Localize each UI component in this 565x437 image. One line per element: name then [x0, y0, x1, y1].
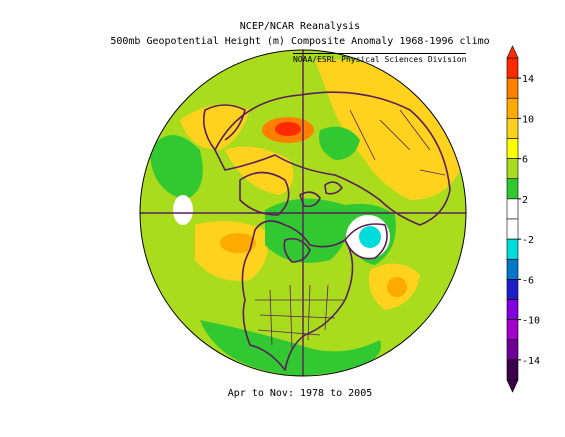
colorbar-bin	[506, 118, 519, 139]
colorbar-bin	[506, 178, 519, 200]
figure-title: NCEP/NCAR Reanalysis	[239, 21, 361, 32]
colorbar-bin	[506, 299, 519, 320]
coastlines	[202, 91, 451, 371]
colorbar-tick-label: 10	[522, 114, 534, 125]
colorbar-bin	[506, 97, 519, 119]
colorbar-bin	[506, 158, 519, 180]
colorbar-bin	[506, 339, 519, 361]
anomaly-region-green	[319, 126, 360, 160]
graticule	[140, 50, 466, 376]
coast-arctic-islands	[299, 181, 343, 208]
colorbar-bin	[506, 238, 519, 260]
colorbar-bin	[506, 319, 519, 341]
colorbar-bin	[506, 77, 519, 99]
colorbar-bin	[506, 57, 519, 79]
coast-greenland	[239, 171, 290, 216]
map-outline	[139, 49, 467, 377]
anomaly-min-cyan	[359, 226, 381, 248]
colorbar-tick-label: 6	[522, 155, 528, 166]
colorbar-arrow-top	[506, 45, 519, 59]
colorbar-bin	[506, 279, 519, 300]
figure-subtitle: 500mb Geopotential Height (m) Composite …	[110, 36, 490, 47]
colorbar-bins	[506, 45, 519, 393]
political-boundaries	[255, 109, 446, 351]
credit-label: NOAA/ESRL Physical Sciences Division	[293, 53, 467, 64]
anomaly-region-yellow	[225, 146, 294, 195]
period-caption: Apr to Nov: 1978 to 2005	[227, 388, 373, 399]
colorbar-tick-label: -14	[522, 356, 540, 367]
coast-alaska	[344, 223, 388, 260]
colorbar-tick-label: 2	[522, 195, 528, 206]
colorbar-bin	[506, 218, 519, 240]
anomaly-region-green	[200, 320, 381, 376]
anomaly-region-yellow	[180, 104, 250, 150]
colorbar-bin	[506, 359, 519, 381]
colorbar-ticks: 14 10 6 2 -2 -6 -10 -14	[518, 74, 540, 367]
colorbar-tick-label: -10	[522, 316, 540, 327]
coast-europe	[202, 104, 246, 151]
anomaly-region-white	[173, 195, 193, 225]
coast-north-america	[241, 220, 354, 371]
anomaly-region-orange	[220, 233, 256, 253]
colorbar-tick-label: -2	[522, 235, 534, 246]
colorbar-arrow-bottom	[506, 379, 519, 393]
anomaly-max-red	[275, 122, 301, 136]
colorbar-bin	[506, 258, 519, 280]
colorbar-bin	[506, 198, 519, 220]
anomaly-region-green	[150, 135, 203, 200]
anomaly-region-orange	[387, 277, 407, 297]
colorbar-tick-label: -6	[522, 275, 534, 286]
colorbar-tick-label: 14	[522, 74, 534, 85]
coast-eurasia	[214, 91, 451, 226]
colorbar-bin	[506, 138, 519, 159]
